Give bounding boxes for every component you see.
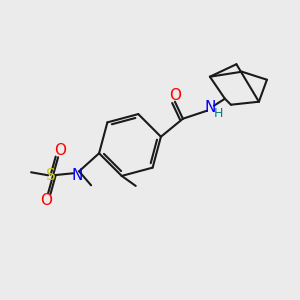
Text: S: S <box>46 168 56 183</box>
Text: O: O <box>54 143 66 158</box>
Text: N: N <box>71 168 83 183</box>
Text: O: O <box>40 193 52 208</box>
Text: H: H <box>214 107 224 120</box>
Text: O: O <box>169 88 181 103</box>
Text: N: N <box>204 100 216 115</box>
